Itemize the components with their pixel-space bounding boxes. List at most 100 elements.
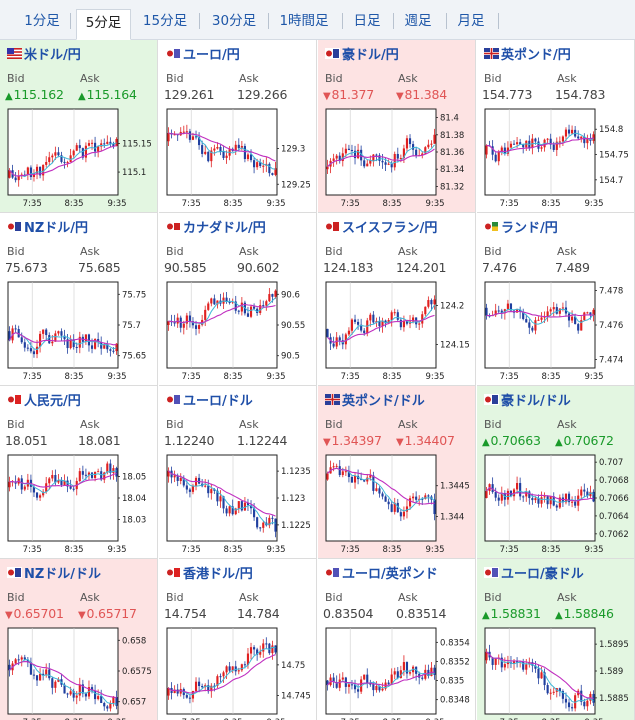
ask-value: ▲0.70672 [555,433,614,448]
candlestick-chart[interactable]: 0.707 0.7068 0.7066 0.7064 0.7062 7:35 8:35 9:3… [481,453,633,557]
tab-separator [446,13,447,29]
candle-body [433,667,436,675]
candle-body [66,339,69,349]
candle-body [393,312,396,314]
currency-pair-title[interactable]: ユーロ/円 [166,45,240,63]
candlestick-chart[interactable]: 124.2 124.15 7:35 8:35 9:35 [322,280,474,384]
candlestick-chart[interactable]: 129.3 129.25 7:35 8:35 9:35 [163,107,315,211]
currency-card[interactable]: 英ポンド/ドル Bid Ask ▼1.34397 ▼1.34407 1.3445… [318,386,476,559]
candle-body [360,149,363,161]
candle-body [97,696,100,700]
candle-body [253,508,256,518]
candlestick-chart[interactable]: 154.8 154.75 154.7 7:35 8:35 9:35 [481,107,633,211]
currency-card[interactable]: 英ポンド/円 Bid Ask 154.773 154.783 154.8 154.… [477,40,635,213]
candle-body [491,146,494,155]
currency-pair-title[interactable]: ランド/円 [484,218,558,236]
candle-body [509,303,513,311]
candlestick-chart[interactable]: 0.658 0.6575 0.657 7:35 8:35 9:35 [4,626,156,720]
tab-30min[interactable]: 30分足 [211,13,257,29]
candlestick-chart[interactable]: 75.75 75.7 75.65 7:35 8:35 9:35 [4,280,156,384]
candlestick-chart[interactable]: 7.478 7.476 7.474 7:35 8:35 9:35 [481,280,633,384]
currency-card[interactable]: 香港ドル/円 Bid Ask 14.754 14.784 14.75 14.745… [159,559,317,720]
candle-body [222,151,225,158]
candlestick-chart[interactable]: 1.1235 1.123 1.1225 7:35 8:35 9:35 [163,453,315,557]
currency-pair-title[interactable]: カナダドル/円 [166,218,266,236]
x-tick-label: 9:35 [107,545,126,555]
candle-body [231,506,234,515]
candle-body [561,691,564,699]
currency-pair-title[interactable]: NZドル/ドル [7,564,101,582]
tab-monthly[interactable]: 月足 [457,13,485,29]
currency-card[interactable]: ユーロ/ドル Bid Ask 1.12240 1.12244 1.1235 1.1… [159,386,317,559]
currency-card[interactable]: スイスフラン/円 Bid Ask 124.183 124.201 124.2 12… [318,213,476,386]
currency-card[interactable]: ランド/円 Bid Ask 7.476 7.489 7.478 7.476 7.47… [477,213,635,386]
currency-card[interactable]: カナダドル/円 Bid Ask 90.585 90.602 90.6 90.55 9… [159,213,317,386]
moving-average-short [168,646,276,696]
currency-pair-title[interactable]: ユーロ/豪ドル [484,564,584,582]
candle-body [580,320,583,331]
y-tick-label: 154.8 [599,125,623,135]
tab-weekly[interactable]: 週足 [404,13,432,29]
candlestick-chart[interactable]: 1.3445 1.344 7:35 8:35 9:35 [322,453,474,557]
currency-card[interactable]: 人民元/円 Bid Ask 18.051 18.081 18.05 18.04 18… [0,386,158,559]
currency-card[interactable]: ユーロ/円 Bid Ask 129.261 129.266 129.3 129.2… [159,40,317,213]
candle-body [534,138,537,142]
currency-card[interactable]: ユーロ/豪ドル Bid Ask ▲1.58831 ▲1.58846 1.5895… [477,559,635,720]
down-arrow-icon: ▼ [323,437,331,448]
currency-pair-title[interactable]: NZドル/円 [7,218,88,236]
currency-pair-title[interactable]: スイスフラン/円 [325,218,437,236]
currency-pair-title[interactable]: 豪ドル/円 [325,45,399,63]
candle-body [271,517,274,519]
candlestick-chart[interactable]: 1.5895 1.589 1.5885 7:35 8:35 9:35 [481,626,633,720]
candle-body [589,312,592,316]
candle-body [271,294,274,297]
tab-15min[interactable]: 15分足 [142,13,188,29]
currency-pair-title[interactable]: 豪ドル/ドル [484,391,571,409]
ask-value: 0.83514 [396,606,447,621]
tab-daily[interactable]: 日足 [353,13,381,29]
y-tick-label: 90.5 [281,352,300,362]
currency-card[interactable]: 米ドル/円 Bid Ask ▲115.162 ▲115.164 115.15 11… [0,40,158,213]
currency-pair-title[interactable]: 英ポンド/ドル [325,391,425,409]
tab-5min[interactable]: 5分足 [76,9,131,40]
candle-body [179,688,182,694]
candlestick-chart[interactable]: 115.15 115.1 7:35 8:35 9:35 [4,107,156,211]
currency-pair-title[interactable]: 香港ドル/円 [166,564,253,582]
currency-pair-title[interactable]: 人民元/円 [7,391,81,409]
candlestick-chart[interactable]: 14.75 14.745 7:35 8:35 9:35 [163,626,315,720]
candle-body [571,316,574,321]
candlestick-chart[interactable]: 90.6 90.55 90.5 7:35 8:35 9:35 [163,280,315,384]
currency-card[interactable]: 豪ドル/円 Bid Ask ▼81.377 ▼81.384 81.4 81.38 8… [318,40,476,213]
currency-pair-title[interactable]: 米ドル/円 [7,45,81,63]
currency-pair-title[interactable]: ユーロ/ドル [166,391,253,409]
candle-body [555,141,558,150]
currency-card[interactable]: ユーロ/英ポンド Bid Ask 0.83504 0.83514 0.8354 0… [318,559,476,720]
candlestick-chart[interactable]: 0.8354 0.8352 0.835 0.8348 7:35 8:35 9:35 [322,626,474,720]
candle-body [516,142,519,145]
currency-card[interactable]: NZドル/ドル Bid Ask ▼0.65701 ▼0.65717 0.658 0… [0,559,158,720]
candle-body [497,151,500,162]
currency-card[interactable]: NZドル/円 Bid Ask 75.673 75.685 75.75 75.7 75… [0,213,158,386]
currency-pair-title[interactable]: ユーロ/英ポンド [325,564,438,582]
currency-pair-title[interactable]: 英ポンド/円 [484,45,571,63]
candle-body [194,681,198,692]
candlestick-chart[interactable]: 81.4 81.38 81.36 81.34 81.32 7:35 8:35 9:35 [322,107,474,211]
candle-body [402,662,405,671]
moving-average-long [168,303,276,324]
y-tick-label: 18.03 [122,516,146,526]
candle-body [66,693,69,695]
tab-1hour[interactable]: 1時間足 [279,13,329,29]
candle-body [369,160,372,164]
candle-body [399,158,402,160]
plot-area [484,454,596,542]
y-tick-label: 1.589 [599,667,623,677]
tab-1min[interactable]: 1分足 [24,13,60,29]
moving-average-long [486,651,594,700]
candle-body [167,133,170,142]
candlestick-chart[interactable]: 18.05 18.04 18.03 7:35 8:35 9:35 [4,453,156,557]
candle-body [112,143,115,147]
candle-body [210,150,213,162]
ca-flag-icon [166,220,181,232]
currency-card[interactable]: 豪ドル/ドル Bid Ask ▲0.70663 ▲0.70672 0.707 0.… [477,386,635,559]
candle-body [72,691,75,698]
